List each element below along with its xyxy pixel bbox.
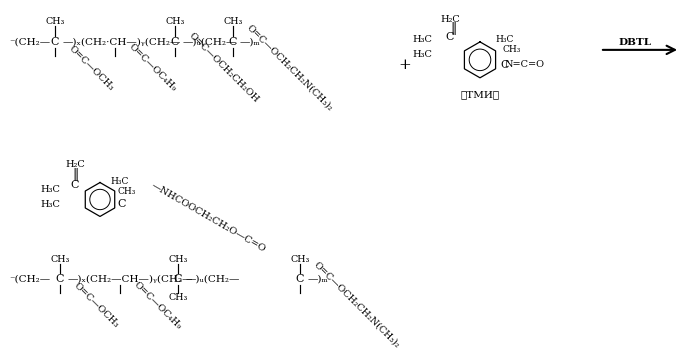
Text: O=C—OCH₂CH₂N(CH₃)₂: O=C—OCH₂CH₂N(CH₃)₂ <box>312 260 402 350</box>
Text: CH₃: CH₃ <box>118 187 136 196</box>
Text: O=C—OCH₂CH₂OH: O=C—OCH₂CH₂OH <box>187 31 260 105</box>
Text: H₃C: H₃C <box>496 36 514 44</box>
Text: （ТМИ）: （ТМИ） <box>460 90 500 99</box>
Text: H₃C: H₃C <box>412 50 432 60</box>
Text: ‖: ‖ <box>72 168 78 181</box>
Text: H₂C: H₂C <box>65 160 85 169</box>
Text: ⁻(CH₂—: ⁻(CH₂— <box>9 37 50 46</box>
Text: CH₃: CH₃ <box>290 255 310 264</box>
Text: O=C—OCH₂CH₂N(CH₃)₂: O=C—OCH₂CH₂N(CH₃)₂ <box>245 23 335 113</box>
Text: C: C <box>51 37 59 47</box>
Text: —)ᵤ(CH₂—: —)ᵤ(CH₂— <box>183 37 237 46</box>
Text: C: C <box>446 32 454 42</box>
Text: CH₃: CH₃ <box>168 293 188 302</box>
Text: CH₃: CH₃ <box>503 45 521 54</box>
Text: —)ₓ(CH₂·CH—)ᵧ(CH₂—: —)ₓ(CH₂·CH—)ᵧ(CH₂— <box>63 37 181 46</box>
Text: —NHCOOCH₂CH₂O—C=O: —NHCOOCH₂CH₂O—C=O <box>150 181 268 254</box>
Text: C: C <box>170 37 179 47</box>
Text: C: C <box>229 37 237 47</box>
Text: —)ₘ: —)ₘ <box>240 37 261 46</box>
Text: C: C <box>296 274 304 284</box>
Text: CH₃: CH₃ <box>50 255 70 264</box>
Text: C: C <box>174 274 182 284</box>
Text: ⁻(CH₂—: ⁻(CH₂— <box>9 275 50 284</box>
Text: CH₃: CH₃ <box>166 17 185 26</box>
Text: ‖: ‖ <box>450 23 456 36</box>
Text: H₃C: H₃C <box>40 200 60 209</box>
Text: —)ₓ(CH₂—CH—)ᵧ(CH₂—: —)ₓ(CH₂—CH—)ᵧ(CH₂— <box>68 275 193 284</box>
Text: H₃C: H₃C <box>111 177 129 186</box>
Text: O=C—OCH₃: O=C—OCH₃ <box>72 281 121 330</box>
Text: CH₃: CH₃ <box>168 255 188 264</box>
Text: —)ₘ: —)ₘ <box>308 275 328 284</box>
Text: CH₃: CH₃ <box>46 17 65 26</box>
Text: DBTL: DBTL <box>618 38 651 48</box>
Text: CH₃: CH₃ <box>224 17 243 26</box>
Text: H₃C: H₃C <box>412 36 432 44</box>
Text: C: C <box>56 274 64 284</box>
Text: O=C—OC₄H₉: O=C—OC₄H₉ <box>132 280 183 331</box>
Text: C: C <box>71 180 79 189</box>
Text: —)ᵤ(CH₂—: —)ᵤ(CH₂— <box>186 275 240 284</box>
Text: H₂C: H₂C <box>440 16 460 24</box>
Text: N=C=O: N=C=O <box>505 60 545 69</box>
Text: O=C—OCH₃: O=C—OCH₃ <box>67 44 115 92</box>
Text: C: C <box>118 200 126 209</box>
Text: H₃C: H₃C <box>40 185 60 194</box>
Text: O=C—OC₄H₉: O=C—OC₄H₉ <box>127 42 178 93</box>
Text: C: C <box>501 60 509 70</box>
Text: +: + <box>399 58 411 72</box>
